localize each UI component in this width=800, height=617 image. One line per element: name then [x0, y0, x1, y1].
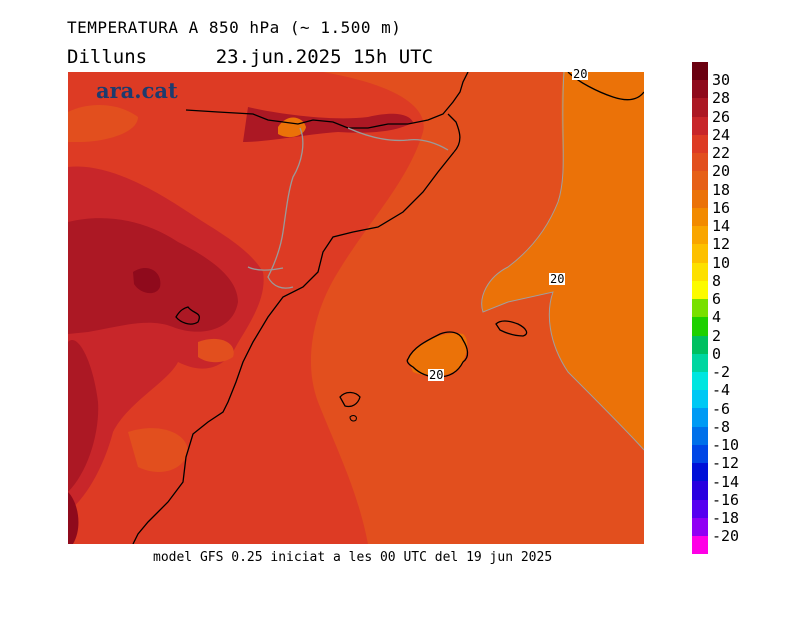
- island-eivissa: [339, 391, 361, 408]
- coastline-france-east: [567, 72, 644, 101]
- island-mallorca: [406, 331, 469, 378]
- color-scale-legend: [692, 62, 708, 555]
- legend-swatch: [692, 116, 708, 135]
- legend-tick-label: -2: [712, 363, 731, 382]
- legend-tick-label: 22: [712, 144, 731, 163]
- legend-swatch: [692, 80, 708, 99]
- border-valencia: [247, 266, 284, 271]
- legend-swatch: [692, 134, 708, 154]
- border-catalonia-aragon: [267, 127, 304, 289]
- coastline-north: [185, 72, 469, 129]
- legend-swatch: [692, 335, 708, 354]
- field-18-20-east: [481, 72, 644, 450]
- legend-swatch: [692, 153, 708, 172]
- legend-swatch: [692, 171, 708, 190]
- field-20-22-northwest: [68, 105, 138, 142]
- model-info: model GFS 0.25 iniciat a les 00 UTC del …: [153, 550, 553, 565]
- legend-tick-label: -4: [712, 381, 731, 400]
- coastline-ebro-delta: [175, 306, 200, 325]
- island-menorca: [495, 320, 528, 337]
- legend-swatch: [692, 408, 708, 427]
- legend-swatch: [692, 390, 708, 409]
- legend-swatch: [692, 207, 708, 227]
- legend-tick-label: 14: [712, 217, 731, 236]
- legend-tick-label: 30: [712, 71, 731, 90]
- legend-tick-label: 8: [712, 271, 722, 290]
- ara-cat-logo: ara.cat: [96, 78, 178, 103]
- coastline-empordà: [447, 113, 461, 153]
- legend-tick-label: -10: [712, 436, 740, 455]
- legend-swatch: [692, 426, 708, 445]
- legend-tick-label: 0: [712, 344, 722, 363]
- legend-swatch: [692, 463, 708, 482]
- legend-swatch: [692, 244, 708, 263]
- legend-tick-label: -12: [712, 454, 740, 473]
- contour-label: 20: [549, 272, 566, 286]
- legend-tick-label: -14: [712, 472, 740, 491]
- legend-tick-label: -16: [712, 490, 740, 509]
- legend-swatch: [692, 353, 708, 372]
- legend-swatch: [692, 98, 708, 117]
- legend-swatch: [692, 317, 708, 336]
- coastline-catalonia-valencia: [132, 151, 455, 544]
- legend-swatch: [692, 444, 708, 464]
- legend-tick-label: 24: [712, 125, 731, 144]
- map-title: TEMPERATURA A 850 hPa (~ 1.500 m): [67, 18, 402, 37]
- legend-swatch: [692, 517, 708, 537]
- legend-tick-label: -18: [712, 509, 740, 527]
- legend-swatch: [692, 371, 708, 391]
- isotherm-20-line: [481, 72, 644, 451]
- legend-tick-label: 12: [712, 235, 731, 254]
- legend-tick-label: 6: [712, 290, 722, 309]
- field-28-30-southwest: [68, 492, 79, 544]
- legend-tick-label: 26: [712, 107, 731, 126]
- legend-tick-label: 28: [712, 89, 731, 108]
- legend-tick-label: 18: [712, 180, 731, 199]
- field-28-30-spot: [133, 267, 161, 294]
- legend-swatch: [692, 226, 708, 245]
- field-20-22-ebro: [198, 338, 234, 363]
- map-subtitle: Dilluns 23.jun.2025 15h UTC: [67, 46, 433, 68]
- legend-tick-label: 16: [712, 198, 731, 217]
- legend-swatch: [692, 280, 708, 300]
- legend-tick-label: 2: [712, 326, 722, 345]
- legend-swatch: [692, 299, 708, 318]
- legend-tick-label: -6: [712, 399, 731, 418]
- island-formentera: [349, 415, 357, 422]
- field-26-28-southwest: [68, 340, 99, 492]
- legend-tick-label: 10: [712, 253, 731, 272]
- legend-swatch: [692, 536, 708, 555]
- temperature-map: [68, 72, 644, 544]
- legend-tick-label: 4: [712, 308, 722, 327]
- legend-tick-label: 20: [712, 162, 731, 181]
- legend-swatch: [692, 481, 708, 500]
- legend-swatch: [692, 189, 708, 208]
- legend-swatch: [692, 499, 708, 518]
- legend-tick-label: -20: [712, 527, 740, 546]
- legend-swatch: [692, 62, 708, 81]
- border-france-spain: [347, 127, 449, 151]
- legend-swatch: [692, 262, 708, 281]
- legend-tick-label: -8: [712, 417, 731, 436]
- contour-label: 20: [428, 368, 445, 382]
- field-20-22-south: [128, 428, 188, 472]
- map-svg: [68, 72, 644, 544]
- valid-datetime: 23.jun.2025 15h UTC: [215, 46, 434, 68]
- contour-label: 20: [572, 67, 589, 81]
- day-name: Dilluns: [67, 46, 148, 68]
